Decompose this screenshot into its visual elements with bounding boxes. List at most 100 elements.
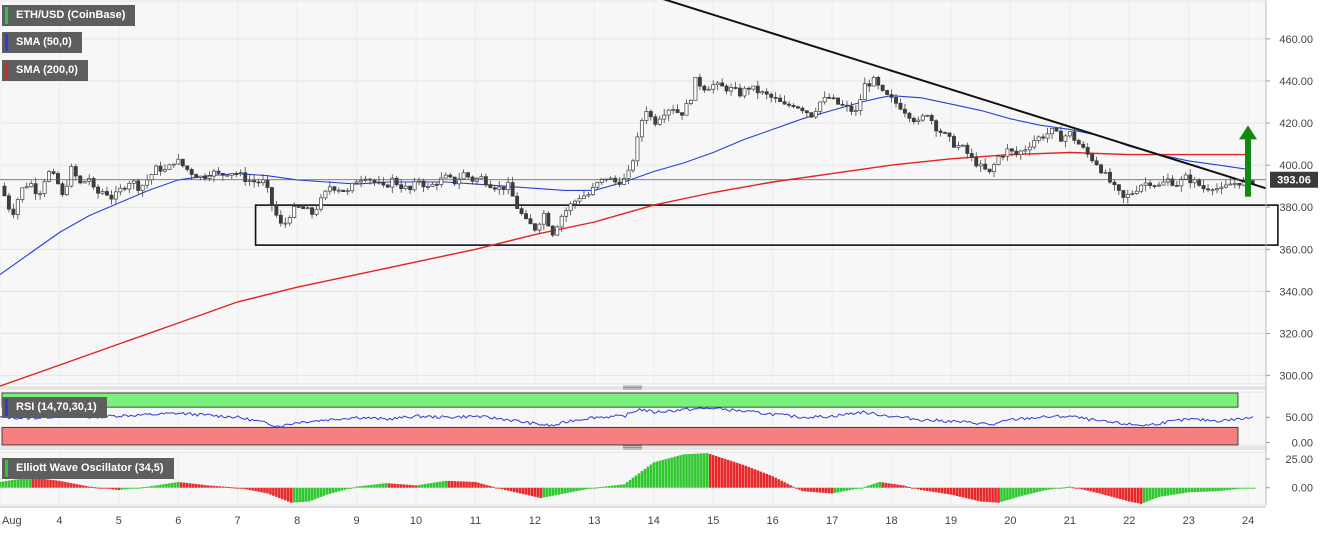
ewo-bar bbox=[1086, 487, 1089, 491]
ewo-bar bbox=[22, 478, 26, 488]
candle bbox=[305, 207, 310, 210]
ewo-bar bbox=[601, 486, 605, 488]
candle bbox=[1090, 153, 1095, 162]
ewo-bar bbox=[905, 486, 908, 488]
ewo-bar bbox=[159, 484, 162, 488]
ewo-bar bbox=[922, 487, 926, 491]
candle bbox=[51, 171, 56, 174]
ewo-bar bbox=[812, 487, 816, 493]
candle bbox=[1032, 140, 1037, 148]
legend-main[interactable]: ETH/USD (CoinBase) bbox=[2, 5, 136, 26]
ewo-bar bbox=[503, 487, 507, 491]
candle bbox=[956, 145, 961, 148]
candle bbox=[394, 177, 399, 186]
candle bbox=[880, 84, 885, 91]
ewo-bar bbox=[1029, 487, 1033, 494]
candle bbox=[283, 222, 288, 225]
ewo-bar bbox=[257, 487, 260, 492]
candle bbox=[1027, 146, 1032, 151]
ewo-bar bbox=[361, 485, 364, 488]
candle bbox=[1085, 147, 1090, 155]
ewo-bar bbox=[735, 462, 739, 488]
ewo-bar bbox=[1077, 487, 1081, 489]
candle bbox=[483, 176, 488, 185]
ewo-bar bbox=[221, 486, 225, 488]
x-tick-label: 15 bbox=[707, 515, 719, 527]
ewo-bar bbox=[697, 453, 700, 488]
ewo-bar bbox=[637, 473, 641, 488]
ewo-bar bbox=[599, 487, 602, 489]
legend-sma200-label: SMA (200,0) bbox=[16, 64, 78, 76]
pane-divider[interactable] bbox=[0, 386, 1266, 390]
ewo-bar bbox=[46, 479, 49, 488]
candle bbox=[73, 166, 78, 177]
ewo-bar bbox=[55, 480, 58, 488]
ewo-bar bbox=[203, 485, 207, 488]
ewo-bar bbox=[902, 485, 905, 488]
y-tick-label: 380.00 bbox=[1279, 202, 1313, 214]
candle bbox=[969, 153, 974, 158]
ewo-bar bbox=[25, 477, 29, 488]
candle bbox=[461, 172, 466, 180]
y-tick-label: 340.00 bbox=[1279, 286, 1313, 298]
candle bbox=[408, 185, 413, 191]
ewo-bar bbox=[578, 487, 581, 491]
candle bbox=[29, 183, 34, 188]
ewo-bar bbox=[875, 482, 878, 488]
candle bbox=[974, 156, 979, 167]
ewo-bar bbox=[1136, 487, 1140, 504]
ewo-bar bbox=[19, 478, 23, 488]
ewo-bar bbox=[343, 487, 347, 490]
ewo-bar bbox=[940, 487, 944, 494]
candle bbox=[608, 177, 613, 180]
ewo-bar bbox=[851, 487, 855, 490]
ewo-bar bbox=[664, 459, 667, 488]
ewo-bar bbox=[810, 487, 813, 492]
candle bbox=[960, 144, 965, 147]
legend-sma200[interactable]: SMA (200,0) bbox=[2, 60, 88, 81]
ewo-bar bbox=[480, 483, 483, 488]
candle bbox=[845, 104, 849, 107]
ewo-bar bbox=[949, 487, 953, 495]
ewo-bar bbox=[625, 482, 629, 488]
candle bbox=[894, 97, 898, 104]
ewo-bar bbox=[521, 487, 525, 495]
legend-sma50[interactable]: SMA (50,0) bbox=[2, 32, 82, 53]
candle bbox=[109, 194, 114, 200]
ewo-bar bbox=[818, 487, 822, 493]
candle bbox=[15, 199, 20, 215]
ewo-bar bbox=[269, 487, 272, 495]
ewo-bar bbox=[1232, 487, 1235, 490]
candle bbox=[11, 208, 16, 215]
legend-sma50-swatch bbox=[5, 34, 8, 51]
legend-ewo[interactable]: Elliott Wave Oscillator (34,5) bbox=[2, 458, 174, 479]
legend-rsi[interactable]: RSI (14,70,30,1) bbox=[2, 397, 107, 418]
ewo-bar bbox=[390, 483, 394, 488]
ewo-bar bbox=[554, 487, 558, 496]
candle bbox=[261, 179, 265, 183]
candle bbox=[626, 169, 631, 179]
ewo-bar bbox=[1160, 487, 1164, 497]
candle bbox=[702, 85, 707, 91]
candle bbox=[158, 165, 163, 172]
candle bbox=[1081, 143, 1086, 148]
ewo-bar bbox=[182, 482, 186, 488]
ewo-bar bbox=[1056, 487, 1060, 489]
ewo-bar bbox=[765, 473, 769, 488]
legend-main-label: ETH/USD (CoinBase) bbox=[16, 9, 126, 21]
ewo-bar bbox=[667, 458, 670, 488]
ewo-bar bbox=[512, 487, 516, 493]
ewo-bar bbox=[215, 486, 219, 488]
candle bbox=[885, 90, 890, 95]
candle bbox=[381, 181, 386, 186]
ewo-bar bbox=[1145, 487, 1149, 502]
ewo-bar bbox=[1237, 487, 1241, 489]
candle bbox=[550, 225, 555, 236]
ewo-bar bbox=[753, 469, 757, 488]
ewo-bar bbox=[72, 483, 76, 488]
pane-divider[interactable] bbox=[0, 446, 1266, 450]
candle bbox=[216, 170, 221, 174]
candle bbox=[1152, 185, 1157, 187]
ewo-bar bbox=[1119, 487, 1122, 500]
